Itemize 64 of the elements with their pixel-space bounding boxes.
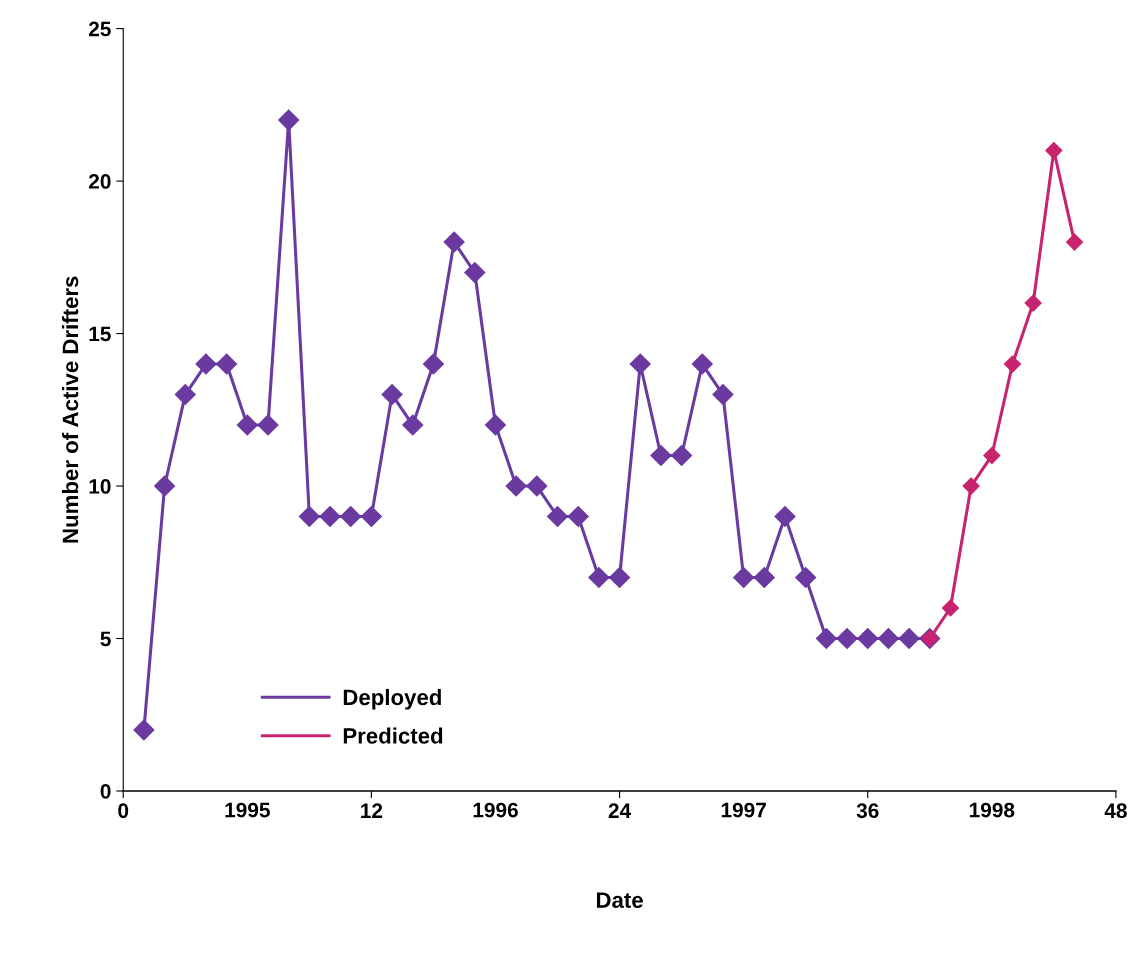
point xyxy=(1024,294,1042,312)
point xyxy=(381,384,403,406)
point xyxy=(983,446,1001,465)
point xyxy=(774,506,796,528)
point xyxy=(877,627,899,650)
point xyxy=(547,506,569,528)
y-tick-label: 25 xyxy=(88,21,111,37)
x-tick-label: 12 xyxy=(361,803,383,818)
point xyxy=(133,719,155,741)
point xyxy=(216,353,238,375)
y-tick-label: 10 xyxy=(89,479,111,494)
point xyxy=(941,599,960,617)
point xyxy=(650,445,672,467)
point xyxy=(712,384,734,406)
point xyxy=(815,627,837,650)
x-tick-label: 0 xyxy=(118,803,129,819)
point xyxy=(588,567,610,589)
x-tick-label: 36 xyxy=(856,803,879,819)
legend-label: Predicted xyxy=(343,727,443,744)
point xyxy=(505,475,527,497)
point xyxy=(1045,142,1063,160)
point xyxy=(691,353,713,375)
point xyxy=(174,384,196,406)
point xyxy=(298,506,320,528)
point xyxy=(1065,233,1084,251)
point xyxy=(154,475,176,497)
point xyxy=(422,353,444,375)
point xyxy=(795,567,817,589)
point xyxy=(319,506,341,528)
point xyxy=(257,414,279,436)
point xyxy=(733,567,755,589)
x2-tick-label: 1995 xyxy=(225,802,270,818)
point xyxy=(360,506,382,528)
x2-tick-label: 1996 xyxy=(473,802,518,818)
point xyxy=(464,262,486,284)
point xyxy=(1003,355,1022,373)
x-axis-title: Date xyxy=(596,892,643,908)
y-tick-label: 15 xyxy=(89,326,111,342)
point xyxy=(857,627,879,650)
point xyxy=(195,353,217,375)
legend-label: Deployed xyxy=(343,688,441,710)
point xyxy=(402,414,424,436)
y-tick-label: 0 xyxy=(100,783,111,799)
point xyxy=(753,567,775,589)
point xyxy=(278,109,300,131)
y-tick-label: 5 xyxy=(100,631,111,647)
point xyxy=(484,414,506,436)
point xyxy=(443,231,465,253)
y-axis-title: Number of Active Drifters xyxy=(61,276,79,543)
point xyxy=(236,414,258,436)
point xyxy=(836,627,858,650)
y-tick-label: 20 xyxy=(88,174,111,189)
point xyxy=(629,353,651,375)
point xyxy=(609,567,631,589)
x2-tick-label: 1998 xyxy=(969,802,1015,818)
point xyxy=(526,475,548,497)
point xyxy=(898,627,920,650)
point xyxy=(567,506,589,528)
point xyxy=(962,477,980,495)
x-tick-label: 24 xyxy=(608,803,632,818)
x-tick-label: 48 xyxy=(1104,803,1127,819)
x2-tick-label: 1997 xyxy=(721,802,766,818)
point xyxy=(671,445,693,467)
point xyxy=(340,506,362,528)
